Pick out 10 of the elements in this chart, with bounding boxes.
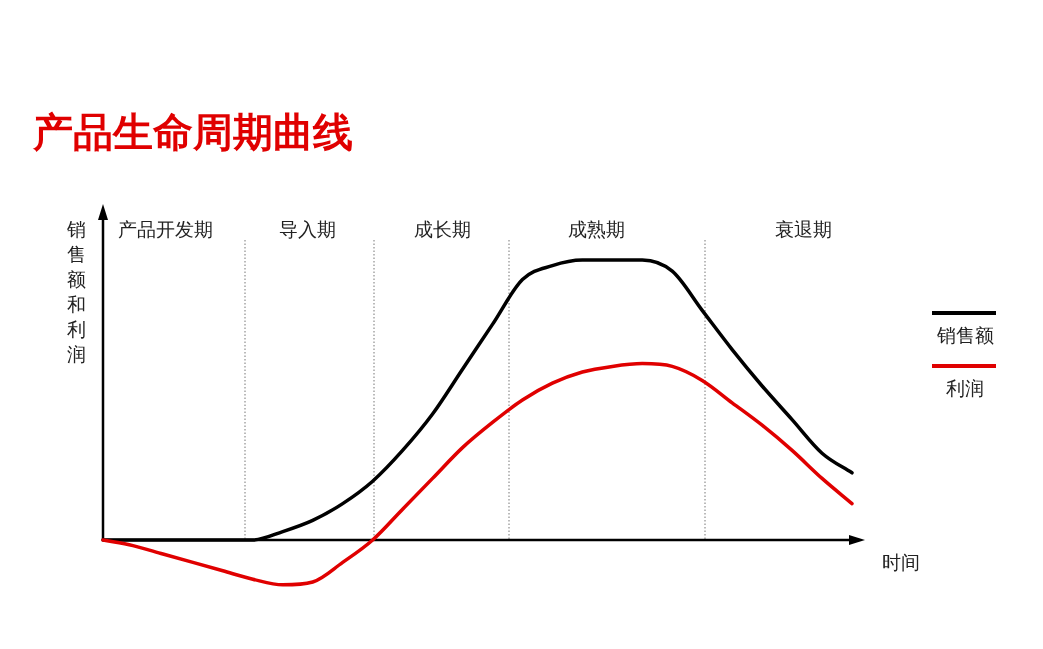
text: 衰退期 (774, 218, 832, 240)
text: 成熟期 (567, 218, 625, 240)
text: 导入期 (278, 218, 336, 240)
y-axis-title: 销售额和利润 (65, 218, 86, 365)
text: 产品开发期 (117, 218, 213, 240)
chart-title: 产品生命周期曲线 (32, 109, 353, 155)
legend-label: 利润 (946, 377, 984, 399)
text: 成长期 (413, 218, 471, 240)
legend-label: 销售额 (935, 324, 994, 346)
x-axis-title: 时间 (882, 551, 920, 573)
